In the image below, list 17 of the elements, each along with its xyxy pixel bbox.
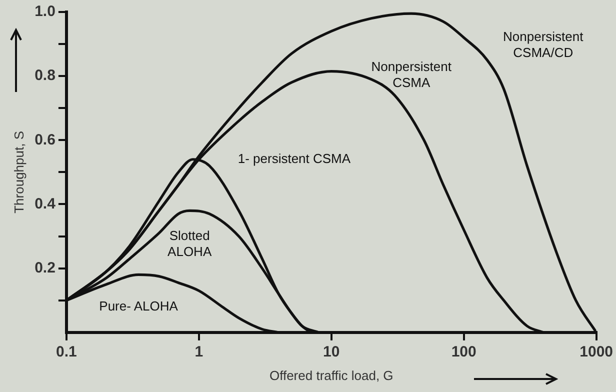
x-tick-label: 1000 <box>580 344 614 361</box>
y-tick-label: 0.2 <box>34 259 56 276</box>
series-label: Nonpersistent CSMA <box>371 58 452 90</box>
y-tick-label: 0.8 <box>34 67 56 84</box>
series-label: Pure- ALOHA <box>99 298 178 314</box>
x-tick-label: 0.1 <box>56 344 77 361</box>
y-tick-label: 1.0 <box>34 3 56 20</box>
x-tick-label: 10 <box>323 344 340 361</box>
x-tick-label: 1 <box>194 344 204 361</box>
x-tick-label: 100 <box>451 344 476 361</box>
x-axis-title: Offered traffic load, G <box>269 368 394 383</box>
y-tick-label: 0.6 <box>34 131 56 148</box>
series-label: 1- persistent CSMA <box>238 150 351 166</box>
series-label: Slotted ALOHA <box>168 228 212 260</box>
series-label: Nonpersistent CSMA/CD <box>503 29 584 60</box>
y-tick-label: 0.4 <box>34 195 56 212</box>
y-axis-title: Throughput, S <box>11 130 26 214</box>
